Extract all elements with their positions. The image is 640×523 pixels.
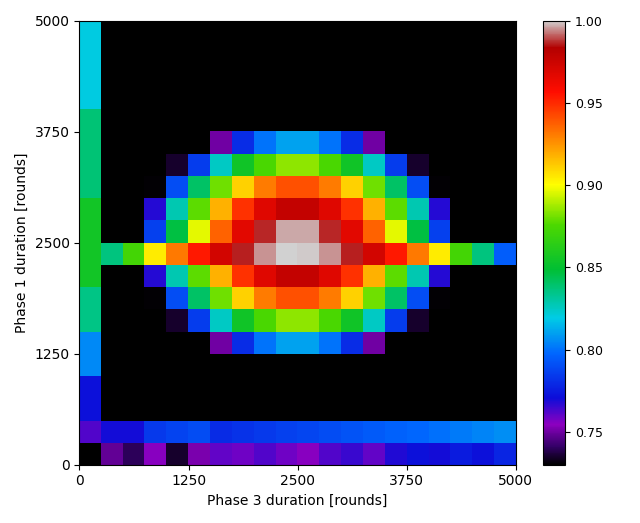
Y-axis label: Phase 1 duration [rounds]: Phase 1 duration [rounds] [15,152,29,333]
X-axis label: Phase 3 duration [rounds]: Phase 3 duration [rounds] [207,494,388,508]
